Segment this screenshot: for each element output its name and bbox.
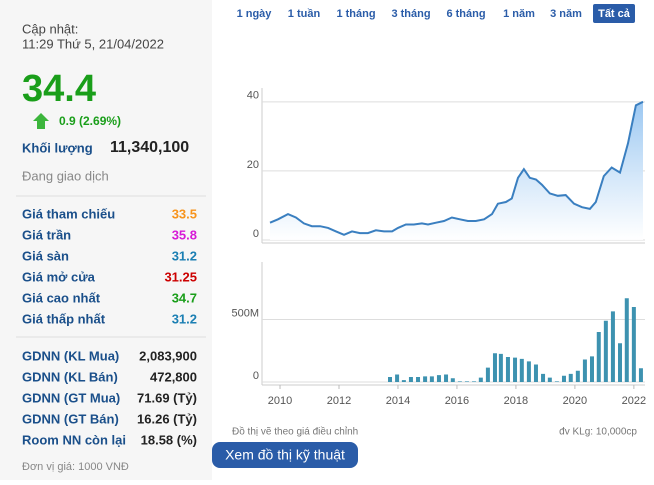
foreign-label: GDNN (KL Mua) [22,348,119,363]
x-tick-label: 2022 [622,395,646,407]
foreign-value: 18.58 (%) [141,432,197,447]
foreign-label: GDNN (KL Bán) [22,369,118,384]
volume-bar [589,356,594,382]
foreign-value: 472,800 [150,369,197,384]
y-tick-label: 0 [253,228,259,240]
price-value: 31.25 [164,269,197,284]
status: Đang giao dịch [22,168,109,183]
volume-bar [513,357,518,382]
up-arrow [33,113,49,129]
price-area [270,101,643,240]
price-label: Giá trần [22,227,71,242]
volume-bar [388,377,393,382]
price-line [269,100,644,236]
x-tick-label: 2016 [445,395,469,407]
price-value: 35.8 [172,227,197,242]
volume-bar [464,381,469,382]
volume-bar [505,357,510,382]
y-tick-label: 0 [253,370,259,382]
tab[interactable]: 3 năm [550,8,582,20]
sidebar [0,0,212,480]
price-label: Giá thấp nhất [22,311,106,326]
volume-bar [618,343,623,382]
volume-bar [638,368,643,382]
foreign-value: 71.69 (Tỷ) [137,390,197,405]
volume-bar [408,377,413,382]
tab[interactable]: Tất cả [598,8,631,20]
volume-bar [519,358,524,382]
volume-bar [575,370,580,382]
volume-bar [547,377,552,382]
technical-chart-button[interactable] [212,442,358,468]
x-tick-label: 2012 [327,395,351,407]
volume-bar [610,311,615,382]
volume-bar [561,375,566,382]
volume-bar [472,381,477,382]
technical-chart-button-label[interactable]: Xem đồ thị kỹ thuật [225,447,345,463]
volume-bar [498,353,503,382]
volume-bar [444,374,449,382]
volume-bar [450,378,455,382]
price-value: 31.2 [172,311,197,326]
chart-note: Đồ thị vẽ theo giá điều chỉnh [232,426,358,438]
unit-note: Đơn vị giá: 1000 VNĐ [22,461,129,473]
volume-bar [582,359,587,382]
volume-bar [401,380,406,382]
volume-bar [478,377,483,382]
price-change: 0.9 (2.69%) [59,114,121,128]
volume-unit-note: đv KLg: 10,000cp [559,427,637,438]
price-value: 33.5 [172,206,197,221]
volume-bar [429,376,434,382]
x-tick-label: 2018 [504,395,528,407]
y-tick-label: 40 [247,90,259,102]
price-value: 34.7 [172,290,197,305]
volume-bar [603,320,608,382]
y-tick-label: 500M [231,307,259,319]
foreign-value: 16.26 (Tỷ) [137,411,197,426]
price: 34.4 [22,68,96,110]
volume-bar [423,376,428,382]
x-tick-label: 2020 [563,395,587,407]
volume-bar [526,361,531,382]
volume-bar [492,353,497,382]
volume-bar [436,375,441,382]
x-tick-label: 2010 [268,395,292,407]
foreign-label: GDNN (GT Bán) [22,411,119,426]
price-label: Giá mở cửa [22,269,96,284]
volume-bar [395,374,400,382]
volume-bar [568,373,573,382]
tab[interactable]: 6 tháng [446,8,485,20]
y-tick-label: 20 [247,159,259,171]
volume-bar [416,377,421,382]
foreign-label: GDNN (GT Mua) [22,390,120,405]
volume-bar [554,381,559,382]
volume-bar [533,364,538,382]
price-label: Giá cao nhất [22,290,101,305]
volume-bar [457,381,462,382]
foreign-value: 2,083,900 [139,348,197,363]
updated-time: 11:29 Thứ 5, 21/04/2022 [22,36,164,51]
volume-bar [596,332,601,382]
tab[interactable]: 3 tháng [391,8,430,20]
volume-bar [624,298,629,382]
tab-active-bg[interactable] [593,4,635,23]
x-tick-label: 2014 [386,395,410,407]
tab[interactable]: 1 ngày [237,8,273,20]
updated-label: Cập nhật: [22,21,78,36]
volume-bar [631,307,636,382]
price-label: Giá tham chiếu [22,206,115,221]
tab[interactable]: 1 tuần [288,8,321,20]
tab[interactable]: 1 tháng [336,8,375,20]
price-label: Giá sàn [22,248,69,263]
volume-bar [485,367,490,382]
volume-label: Khối lượng [22,140,93,155]
price-value: 31.2 [172,248,197,263]
foreign-label: Room NN còn lại [22,432,126,447]
volume-bar [541,373,546,382]
volume: 11,340,100 [110,139,189,156]
tab[interactable]: 1 năm [503,8,535,20]
